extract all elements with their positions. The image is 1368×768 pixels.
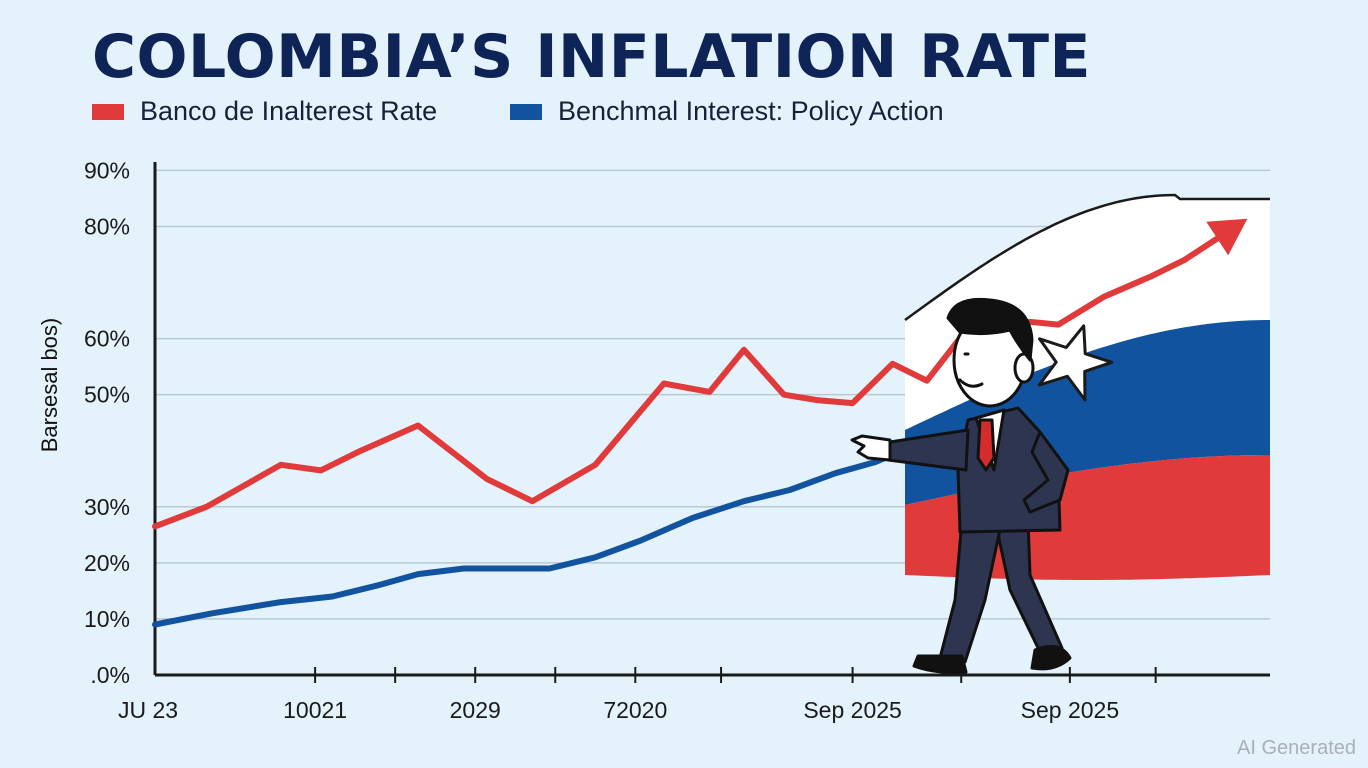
star-icon: [1037, 324, 1114, 402]
legend-item-blue-series: Benchmal Interest: Policy Action: [510, 96, 944, 127]
y-tick-label: 50%: [84, 382, 130, 408]
y-tick-label: 30%: [84, 494, 130, 520]
businessman-pointing-arm: [886, 428, 970, 472]
x-tick-label: Sep 2025: [1021, 697, 1119, 723]
businessman-illustration: [850, 297, 1072, 674]
x-tick-labels: JU 23 10021 2029 72020 Sep 2025 Sep 2025: [118, 667, 1157, 723]
arrowhead-icon: [1206, 218, 1248, 256]
legend-label-blue: Benchmal Interest: Policy Action: [558, 96, 944, 126]
y-tick-labels: .0% 10% 20% 30% 50% 60% 80% 90%: [84, 157, 130, 688]
legend-swatch-blue: [510, 103, 542, 120]
x-tick-label: 72020: [603, 697, 667, 723]
series-line-1: [152, 425, 959, 628]
businessman-hair: [946, 297, 1034, 362]
businessman-front-shoe: [912, 654, 968, 674]
x-tick-label: 2029: [450, 697, 501, 723]
y-tick-label: 90%: [84, 157, 130, 183]
y-tick-label: 10%: [84, 606, 130, 632]
y-tick-label: 80%: [84, 213, 130, 239]
y-tick-label: .0%: [90, 662, 130, 688]
y-tick-label: 20%: [84, 550, 130, 576]
pointing-hand-icon: [850, 434, 892, 462]
ai-generated-watermark: AI Generated: [1237, 737, 1356, 759]
series-lines: [152, 218, 1248, 628]
legend-item-red-series: Banco de Inalterest Rate: [92, 96, 437, 127]
legend-label-red: Banco de Inalterest Rate: [140, 96, 438, 126]
x-tick-label: 10021: [283, 697, 347, 723]
businessman-hip-arm: [1022, 430, 1070, 514]
axes: [153, 162, 1270, 677]
businessman-back-shoe: [1030, 644, 1072, 671]
legend-swatch-red: [92, 103, 124, 120]
flag-outline: [904, 193, 1270, 322]
y-tick-label: 60%: [84, 326, 130, 352]
businessman-smile: [958, 378, 984, 388]
tie-icon: [976, 418, 996, 472]
chart-title: COLOMBIA’S INFLATION RATE: [92, 22, 1092, 92]
chart-legend: Banco de Inalterest Rate Benchmal Intere…: [0, 96, 1368, 136]
x-tick-label: JU 23: [118, 697, 178, 723]
x-tick-label: Sep 2025: [803, 697, 901, 723]
